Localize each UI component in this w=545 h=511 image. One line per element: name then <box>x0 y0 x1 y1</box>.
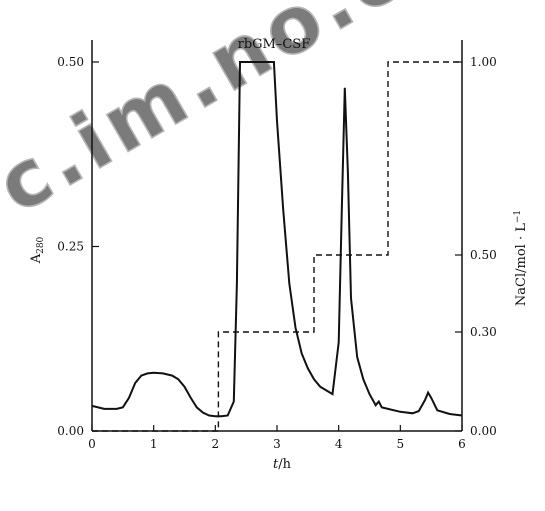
x-tick-label: 2 <box>212 437 220 451</box>
y-right-tick-label: 1.00 <box>470 55 497 69</box>
x-ticks: 0 1 2 3 4 5 6 <box>88 425 466 451</box>
x-tick-label: 1 <box>150 437 158 451</box>
y-right-tick-label: 0.50 <box>470 248 497 262</box>
svg-text:c.im.no.cn: c.im.no.cn <box>0 0 473 231</box>
y-left-axis-label: A280 <box>29 236 46 264</box>
x-tick-label: 0 <box>88 437 96 451</box>
y-right-tick-label: 0.00 <box>470 424 497 438</box>
y-left-tick-label: 0.50 <box>57 55 84 69</box>
y-left-ticks: 0.00 0.25 0.50 <box>57 55 99 438</box>
series-absorbance-line <box>91 61 463 418</box>
y-right-tick-label: 0.30 <box>470 325 497 339</box>
x-tick-label: 5 <box>397 437 405 451</box>
x-tick-label: 3 <box>273 437 281 451</box>
peak-annotation: rbGM–CSF <box>238 37 311 52</box>
x-tick-label: 6 <box>458 437 466 451</box>
series-nacl-gradient-line <box>92 61 462 432</box>
y-right-axis-label: NaCl/mol · L−1 <box>513 210 529 306</box>
y-left-tick-label: 0.00 <box>57 424 84 438</box>
y-left-tick-label: 0.25 <box>57 240 84 254</box>
x-tick-label: 4 <box>335 437 343 451</box>
y-right-ticks: 0.00 0.30 0.50 1.00 <box>455 55 497 438</box>
watermark-logo: c.im.no.cn <box>0 0 473 232</box>
x-axis-label: t/h <box>273 457 292 472</box>
